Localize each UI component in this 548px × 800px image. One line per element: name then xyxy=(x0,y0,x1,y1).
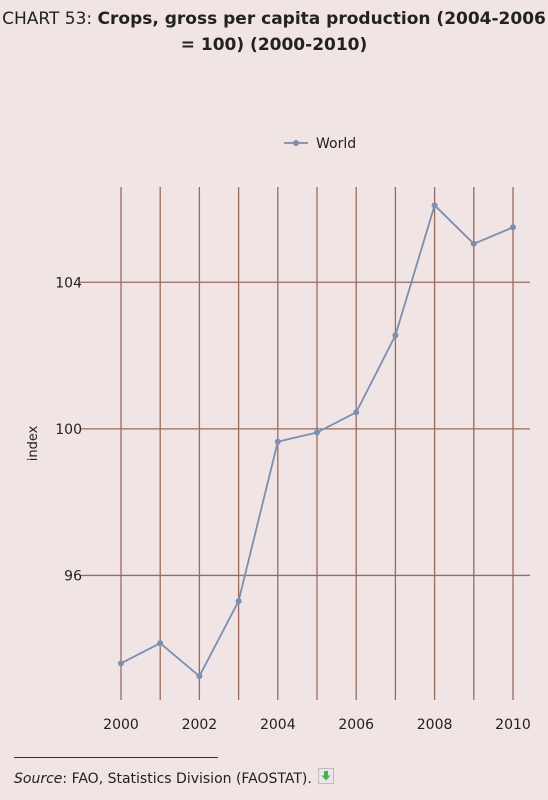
legend-label-world: World xyxy=(316,136,356,152)
data-point-2008 xyxy=(431,202,438,209)
chart-title-main: Crops, gross per capita production (2004… xyxy=(97,9,546,55)
source-divider xyxy=(14,757,218,758)
data-point-2010 xyxy=(510,224,516,231)
x-tick-label-2010: 2010 xyxy=(495,717,531,733)
x-tick-label-2008: 2008 xyxy=(417,717,453,733)
x-tick-label-2002: 2002 xyxy=(182,717,218,733)
chart-title: CHART 53: Crops, gross per capita produc… xyxy=(0,6,548,58)
y-tick-label-100: 100 xyxy=(55,422,82,438)
data-point-2000 xyxy=(118,660,124,667)
data-point-2004 xyxy=(274,438,281,445)
x-tick-label-2000: 2000 xyxy=(103,717,139,733)
y-tick-label-96: 96 xyxy=(64,568,82,584)
data-point-2001 xyxy=(157,640,164,647)
x-tick-label-2006: 2006 xyxy=(338,717,374,733)
data-point-2003 xyxy=(235,598,242,605)
data-point-2002 xyxy=(196,673,203,680)
data-point-2006 xyxy=(353,409,360,416)
source-text: : FAO, Statistics Division (FAOSTAT). xyxy=(62,771,312,787)
source-note: Source: FAO, Statistics Division (FAOSTA… xyxy=(14,768,335,787)
data-point-2005 xyxy=(314,429,320,436)
legend-marker-world xyxy=(293,140,299,146)
data-point-2009 xyxy=(470,240,477,247)
x-tick-label-2004: 2004 xyxy=(260,717,296,733)
source-label: Source xyxy=(14,771,63,787)
y-tick-label-104: 104 xyxy=(55,275,82,291)
download-icon[interactable] xyxy=(318,768,335,784)
chart-title-prefix: CHART 53: xyxy=(2,9,98,29)
data-point-2007 xyxy=(392,332,399,339)
y-axis-label: index xyxy=(26,425,41,461)
